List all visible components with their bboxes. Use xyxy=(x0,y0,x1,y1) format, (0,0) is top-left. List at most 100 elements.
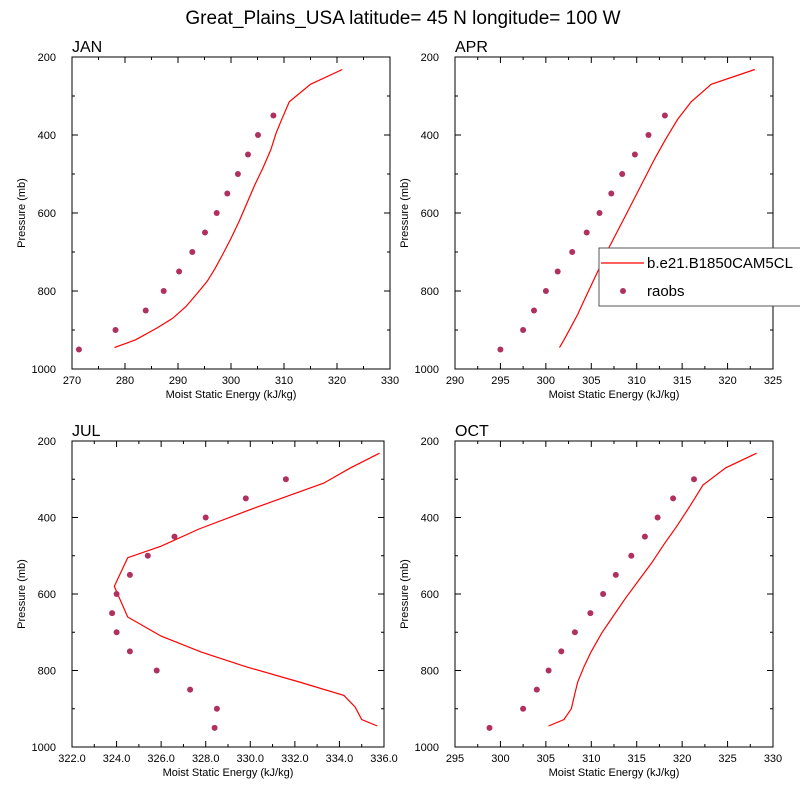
y-tick-label: 600 xyxy=(38,589,56,601)
y-tick-label: 200 xyxy=(421,436,439,448)
x-tick-label: 310 xyxy=(582,753,600,765)
raob-point xyxy=(213,210,220,216)
y-axis-label: Pressure (mb) xyxy=(16,178,28,248)
raob-point xyxy=(270,112,277,119)
panel-title: JUL xyxy=(72,423,101,440)
raob-point xyxy=(189,249,196,255)
raob-point xyxy=(113,591,120,597)
y-tick-label: 600 xyxy=(421,589,439,601)
raob-point xyxy=(520,705,527,712)
x-tick-label: 280 xyxy=(116,375,134,387)
y-axis-label: Pressure (mb) xyxy=(399,178,411,248)
panels: JAN 270 280 290 300 310 320 330 200 400 600 800 1000… xyxy=(16,39,800,779)
raob-point xyxy=(542,288,549,294)
y-tick-label: 1000 xyxy=(415,742,439,754)
y-tick-label: 400 xyxy=(38,513,56,525)
raob-point xyxy=(112,327,119,333)
x-tick-label: 315 xyxy=(673,375,691,387)
raob-point xyxy=(160,288,167,294)
plot-frame xyxy=(71,56,391,370)
x-tick-label: 322.0 xyxy=(58,753,86,765)
raob-point xyxy=(75,346,82,353)
legend: b.e21.B1850CAM5CL raobs xyxy=(598,247,800,307)
raob-point xyxy=(612,571,619,578)
raob-point xyxy=(520,327,527,333)
raob-point xyxy=(144,552,151,559)
model-profile-line xyxy=(548,452,757,727)
panel-jan: JAN 270 280 290 300 310 320 330 200 400 600 800 1000… xyxy=(16,39,399,401)
x-tick-label: 310 xyxy=(275,375,293,387)
y-tick-label: 600 xyxy=(421,208,439,220)
y-tick-label: 800 xyxy=(421,286,439,298)
raob-point xyxy=(554,268,561,275)
y-tick-label: 200 xyxy=(38,436,56,448)
x-axis-label: Moist Static Energy (kJ/kg) xyxy=(166,389,297,401)
y-tick-label: 400 xyxy=(38,130,56,142)
x-tick-label: 295 xyxy=(446,753,464,765)
legend-marker-swatch xyxy=(620,288,626,294)
x-axis-label: Moist Static Energy (kJ/kg) xyxy=(549,389,680,401)
panel-oct: OCT 295 300 305 310 315 320 325 330 200 400 600 800 1… xyxy=(399,423,782,779)
raob-point xyxy=(596,210,603,216)
x-tick-label: 300 xyxy=(491,753,509,765)
raob-point xyxy=(600,591,607,597)
y-tick-label: 200 xyxy=(38,52,56,64)
y-tick-label: 400 xyxy=(421,513,439,525)
y-tick-label: 200 xyxy=(421,52,439,64)
raob-point xyxy=(202,229,208,236)
raob-point xyxy=(691,476,697,483)
raob-point xyxy=(153,667,160,674)
x-tick-label: 320 xyxy=(718,375,736,387)
raob-point xyxy=(126,571,133,578)
raob-point xyxy=(242,495,249,502)
raob-point xyxy=(654,514,661,521)
x-tick-label: 315 xyxy=(628,753,646,765)
raob-point xyxy=(545,667,552,674)
x-tick-label: 290 xyxy=(446,375,464,387)
raob-point xyxy=(645,132,652,138)
raob-point xyxy=(245,151,251,158)
raob-point xyxy=(187,686,194,693)
legend-label: b.e21.B1850CAM5CL xyxy=(647,255,793,272)
raob-point xyxy=(628,552,635,559)
y-tick-label: 400 xyxy=(421,130,439,142)
x-tick-label: 295 xyxy=(491,375,509,387)
raob-point xyxy=(113,629,120,636)
plot-frame xyxy=(454,440,774,748)
raob-point xyxy=(641,533,648,540)
x-tick-label: 334.0 xyxy=(326,753,354,765)
raob-point xyxy=(202,514,209,521)
raob-point xyxy=(126,648,133,655)
raob-point xyxy=(587,610,594,617)
x-tick-label: 330 xyxy=(381,375,399,387)
raob-point xyxy=(142,307,149,314)
panel-title: APR xyxy=(455,39,488,56)
x-tick-label: 325 xyxy=(718,753,736,765)
raob-point xyxy=(531,307,537,314)
raob-point xyxy=(171,533,178,540)
x-tick-label: 300 xyxy=(537,375,555,387)
raob-point xyxy=(608,190,615,197)
legend-label: raobs xyxy=(647,283,685,300)
raob-point xyxy=(670,495,677,502)
x-tick-label: 332.0 xyxy=(281,753,309,765)
model-profile-line xyxy=(113,452,380,727)
raob-point xyxy=(583,229,590,236)
x-tick-label: 290 xyxy=(169,375,187,387)
panel-jul: JUL 322.0 324.0 326.0 328.0 330.0 332.0 334.0 33… xyxy=(16,423,398,779)
y-tick-label: 1000 xyxy=(415,364,439,376)
y-tick-label: 800 xyxy=(421,666,439,678)
raob-point xyxy=(571,629,578,636)
x-tick-label: 324.0 xyxy=(103,753,131,765)
raob-point xyxy=(631,151,638,158)
y-tick-label: 800 xyxy=(38,666,56,678)
x-tick-label: 300 xyxy=(222,375,240,387)
x-tick-label: 330.0 xyxy=(237,753,265,765)
x-tick-label: 320 xyxy=(328,375,346,387)
raob-point xyxy=(569,249,576,255)
raob-point xyxy=(619,171,626,177)
y-tick-label: 1000 xyxy=(32,742,56,754)
raob-point xyxy=(109,610,116,617)
panel-apr: APR 290 295 300 305 310 315 320 325 200 400 600 800 1… xyxy=(399,39,800,401)
